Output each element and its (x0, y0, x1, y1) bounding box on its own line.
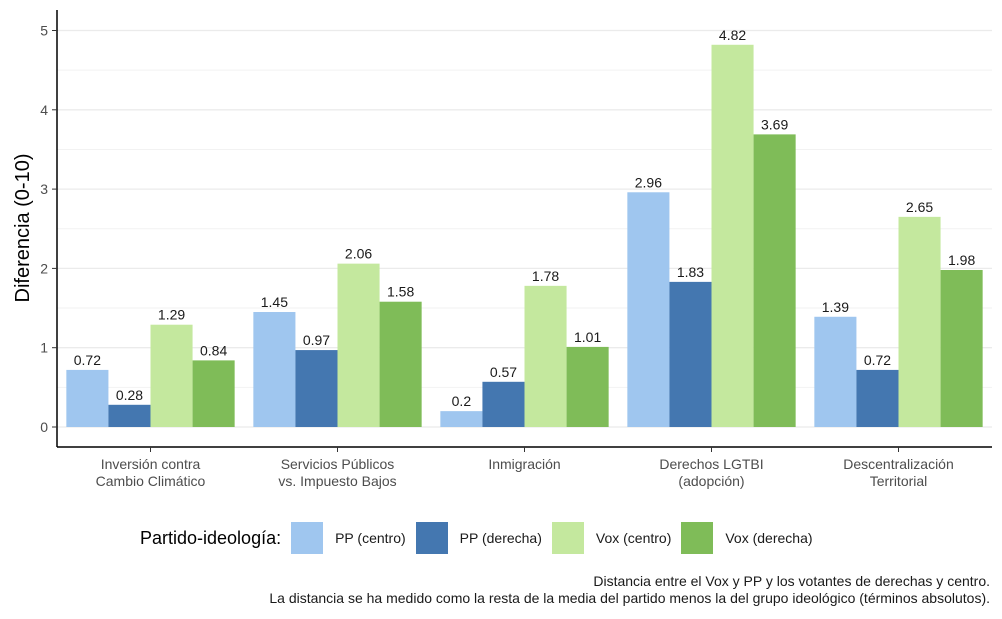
y-tick-labels: 0 1 2 3 4 5 (40, 23, 48, 436)
value-label: 0.28 (116, 387, 143, 403)
caption-line: La distancia se ha medido como la resta … (269, 590, 990, 606)
value-label: 0.72 (74, 352, 101, 368)
legend-swatch (415, 522, 448, 554)
bar (379, 301, 422, 427)
legend-item: Vox (derecha) (681, 522, 813, 554)
value-label: 0.97 (303, 332, 330, 348)
bar (856, 369, 899, 427)
bar (440, 411, 483, 427)
y-tick-label: 3 (40, 181, 48, 197)
value-label: 1.45 (261, 294, 288, 310)
bar (150, 324, 193, 427)
value-label: 2.65 (906, 199, 933, 215)
legend-item: PP (derecha) (415, 522, 542, 554)
legend-item: PP (centro) (291, 522, 406, 554)
x-tick-label: Inmigración (488, 456, 560, 472)
x-tick-label-line: Descentralización (843, 456, 954, 472)
bar (753, 134, 796, 427)
value-label: 1.29 (158, 307, 185, 323)
legend-item: Vox (centro) (551, 522, 672, 554)
caption-line: Distancia entre el Vox y PP y los votant… (593, 573, 990, 589)
legend: Partido-ideología: PP (centro) PP (derec… (140, 520, 823, 556)
x-tick-label-line: Inversión contra (101, 456, 201, 472)
y-tick-label: 1 (40, 340, 48, 356)
x-tick-label: Servicios Públicos vs. Impuesto Bajos (278, 456, 396, 489)
value-label: 0.57 (490, 364, 517, 380)
value-label: 1.78 (532, 268, 559, 284)
legend-label: PP (derecha) (459, 530, 542, 546)
bar (814, 316, 857, 427)
x-tick-label-line: vs. Impuesto Bajos (278, 473, 396, 489)
axes (52, 10, 992, 452)
x-tick-label: Inversión contra Cambio Climático (96, 456, 206, 489)
bar (337, 263, 380, 427)
bar (898, 216, 941, 427)
value-label: 0.2 (452, 393, 472, 409)
value-label: 0.72 (864, 352, 891, 368)
value-label: 1.01 (574, 329, 601, 345)
bar (566, 346, 609, 427)
value-label: 2.06 (345, 246, 372, 262)
bar (482, 381, 525, 427)
value-label: 1.98 (948, 252, 975, 268)
bar (66, 369, 109, 427)
bar (253, 312, 296, 427)
x-tick-label-line: (adopción) (678, 473, 744, 489)
bar (108, 404, 151, 427)
y-tick-label: 0 (40, 419, 48, 435)
legend-label: PP (centro) (335, 530, 406, 546)
x-tick-label: Descentralización Territorial (843, 456, 954, 489)
value-label: 1.39 (822, 299, 849, 315)
legend-swatch (551, 522, 584, 554)
x-tick-labels: Inversión contra Cambio Climático Servicio… (96, 456, 954, 489)
legend-swatch (291, 522, 324, 554)
value-labels: 0.72 1.45 0.2 2.96 1.39 0.28 0.97 0.57 1.83 0.72 1… (74, 27, 976, 409)
legend-label: Vox (derecha) (725, 530, 813, 546)
bar (192, 360, 235, 427)
value-label: 1.83 (677, 264, 704, 280)
value-label: 2.96 (635, 174, 662, 190)
value-label: 0.84 (200, 342, 227, 358)
x-tick-label-line: Territorial (870, 473, 928, 489)
bar (669, 281, 712, 427)
value-label: 3.69 (761, 116, 788, 132)
legend-swatch (681, 522, 714, 554)
x-tick-label: Derechos LGTBI (adopción) (659, 456, 763, 489)
x-tick-label-line: Servicios Públicos (281, 456, 395, 472)
y-tick-label: 4 (40, 102, 48, 118)
bar (295, 350, 338, 427)
legend-label: Vox (centro) (595, 530, 672, 546)
x-tick-label-line: Cambio Climático (96, 473, 206, 489)
legend-title: Partido-ideología: (140, 527, 282, 548)
value-label: 1.58 (387, 284, 414, 300)
x-tick-label-line: Derechos LGTBI (659, 456, 763, 472)
x-tick-label-line: Inmigración (488, 456, 560, 472)
y-tick-label: 2 (40, 260, 48, 276)
bars (66, 44, 983, 428)
y-tick-label: 5 (40, 23, 48, 39)
bar (524, 285, 567, 427)
value-label: 4.82 (719, 27, 746, 43)
bar (627, 192, 670, 427)
bar (711, 44, 754, 428)
caption: Distancia entre el Vox y PP y los votant… (269, 573, 990, 607)
y-axis-title: Diferencia (0-10) (12, 154, 34, 303)
bar (940, 269, 983, 427)
